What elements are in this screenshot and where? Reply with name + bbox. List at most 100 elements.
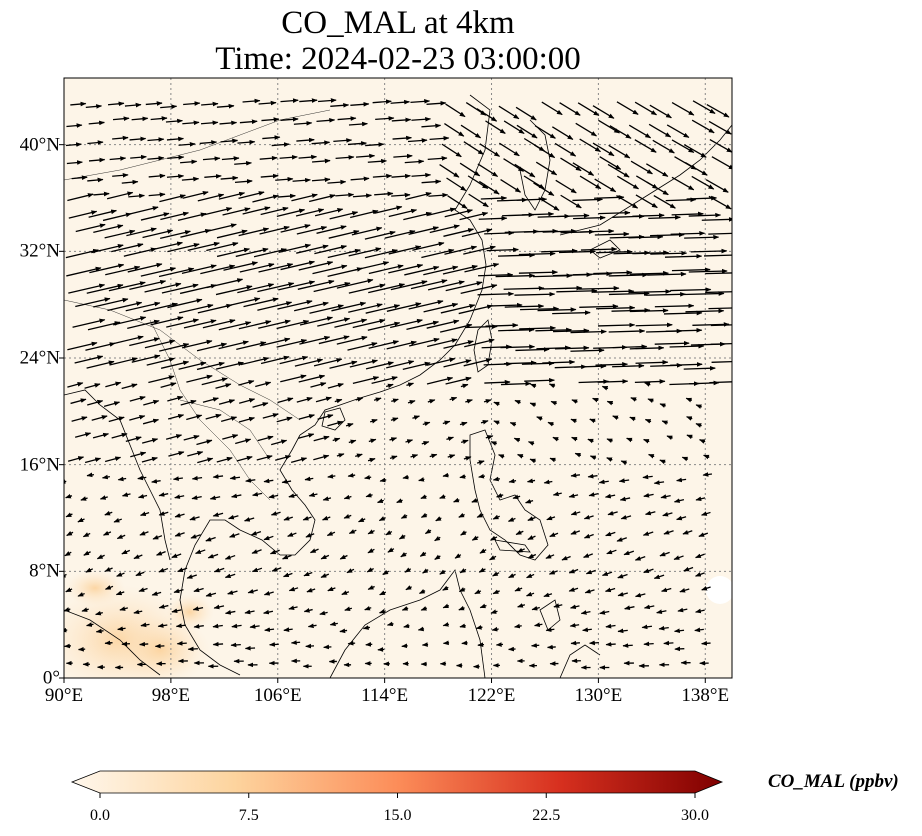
wind-arrow <box>81 607 89 612</box>
wind-arrow <box>216 456 233 463</box>
wind-arrow <box>514 623 522 629</box>
wind-arrow <box>235 247 269 258</box>
wind-arrow <box>87 399 104 406</box>
wind-arrow <box>238 380 255 386</box>
wind-arrow <box>160 104 178 110</box>
wind-arrow <box>542 359 576 365</box>
co-elevated-patch <box>64 570 732 678</box>
wind-arrow <box>654 340 690 346</box>
wind-arrow <box>183 434 200 441</box>
wind-arrow <box>183 101 201 106</box>
wind-arrow <box>231 493 242 499</box>
wind-arrow <box>117 626 126 631</box>
wind-arrow <box>706 103 730 118</box>
wind-arrow <box>390 417 399 422</box>
wind-arrow <box>685 397 693 403</box>
wind-arrow <box>258 100 277 106</box>
wind-arrow <box>84 383 101 389</box>
wind-arrow <box>258 319 291 329</box>
wind-arrow <box>165 434 183 440</box>
wind-arrow <box>587 473 598 479</box>
wind-arrow <box>684 234 720 240</box>
wind-arrow <box>393 153 413 159</box>
wind-arrow <box>589 640 599 646</box>
wind-arrow <box>206 241 239 252</box>
wind-arrow <box>143 399 160 406</box>
wind-arrow <box>86 622 94 627</box>
wind-arrow <box>666 124 690 139</box>
wind-arrow <box>65 587 73 593</box>
wind-arrow <box>389 437 398 442</box>
wind-arrow <box>500 344 536 350</box>
wind-arrow <box>260 173 279 179</box>
wind-arrow <box>459 421 468 427</box>
wind-arrow <box>75 223 106 233</box>
wind-arrow <box>665 197 697 203</box>
tick-label-lon: 106°E <box>253 685 302 706</box>
wind-arrow <box>365 492 373 498</box>
wind-arrow <box>252 491 263 497</box>
wind-arrow <box>317 414 334 420</box>
wind-arrow <box>579 138 601 153</box>
wind-arrow <box>147 137 165 142</box>
wind-arrow <box>587 438 594 444</box>
wind-arrow <box>182 190 209 199</box>
wind-arrow <box>685 308 725 314</box>
wind-arrow <box>709 381 732 384</box>
wind-arrow <box>535 161 558 176</box>
wind-arrow <box>314 208 344 217</box>
wind-arrow <box>117 476 127 482</box>
wind-arrow <box>676 477 687 483</box>
wind-arrow <box>551 126 574 140</box>
wind-arrow <box>599 156 622 170</box>
wind-arrow <box>535 327 572 333</box>
wind-arrow <box>578 285 620 291</box>
wind-arrow <box>561 555 571 561</box>
wind-arrow <box>670 287 712 293</box>
wind-arrow <box>541 101 563 116</box>
wind-arrow <box>477 163 499 178</box>
wind-arrow <box>370 418 378 424</box>
wind-arrow <box>572 271 613 277</box>
wind-arrow <box>219 120 238 126</box>
wind-arrow <box>508 573 516 579</box>
tick-label-lat: 8°N <box>29 560 60 582</box>
wind-arrow <box>406 320 440 330</box>
wind-arrow <box>142 418 160 425</box>
wind-arrow <box>172 476 183 481</box>
wind-arrow <box>281 479 292 484</box>
wind-arrow <box>220 138 239 144</box>
wind-arrow <box>269 642 279 647</box>
wind-arrow <box>593 288 635 294</box>
wind-arrow <box>403 211 432 221</box>
wind-arrow <box>424 528 432 535</box>
wind-arrow <box>299 335 331 345</box>
wind-arrow <box>66 531 74 537</box>
wind-arrow <box>138 587 148 592</box>
wind-arrow <box>296 137 315 143</box>
wind-arrow <box>579 175 602 190</box>
wind-arrow <box>327 179 347 185</box>
wind-arrow <box>329 211 359 220</box>
wind-arrow <box>347 640 356 646</box>
wind-arrow <box>688 268 728 274</box>
wind-arrow <box>95 628 104 634</box>
wind-arrow <box>477 642 485 648</box>
wind-arrow <box>463 456 472 461</box>
wind-arrow <box>318 335 350 345</box>
wind-arrow <box>352 193 372 199</box>
wind-arrow <box>427 338 458 348</box>
wind-arrow <box>608 144 631 159</box>
wind-arrow <box>313 454 330 461</box>
wind-arrow <box>245 478 256 483</box>
wind-arrow <box>410 279 448 290</box>
wind-arrow <box>608 328 646 334</box>
wind-arrow <box>280 224 311 233</box>
wind-arrow <box>160 382 177 388</box>
wind-arrow <box>460 283 498 295</box>
wind-arrow <box>710 343 732 345</box>
wind-arrow <box>478 216 508 221</box>
wind-arrow <box>358 517 366 523</box>
wind-arrow <box>234 160 252 166</box>
wind-arrow <box>140 212 170 221</box>
